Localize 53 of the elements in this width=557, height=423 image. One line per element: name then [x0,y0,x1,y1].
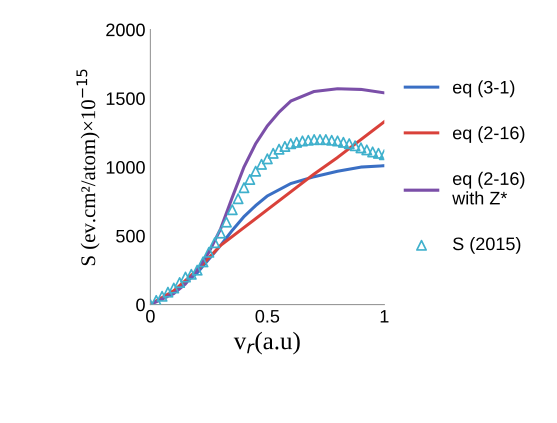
point [268,148,279,159]
point [203,246,214,258]
point [314,134,326,146]
point [174,277,186,288]
point [186,268,197,280]
point [220,216,232,228]
point [256,158,268,170]
point [302,134,314,146]
point [226,204,238,216]
point [162,286,174,298]
point [344,138,355,150]
y-tick-label: 1500 [106,92,145,106]
y-tick-label: 500 [116,230,145,243]
point [274,144,285,155]
legend-label: S (2015) [453,236,520,254]
point [215,228,226,239]
y-axis-title: S (ev.cm²/atom)×10$^{−15}$ [76,70,100,266]
point [320,134,332,146]
point [355,142,366,154]
point [244,174,256,185]
legend-label: eq (2-16) with Z* [452,172,524,204]
point [180,272,191,283]
point [332,135,344,146]
point [361,144,372,156]
point [238,182,250,194]
point [326,134,338,146]
point [296,135,308,146]
legend-label: eq (2-16) [452,126,524,143]
point [250,166,262,177]
point [367,146,378,158]
point [198,256,209,268]
y-tick-label: 1000 [106,161,145,174]
point [192,264,203,276]
point [232,193,244,204]
y-tick-label: 2000 [106,24,145,36]
legend-label: eq (3-1) [452,80,514,98]
point [209,237,220,248]
point [350,140,361,152]
x-tick-label: 1 [380,310,388,323]
x-tick-label: 0.5 [256,310,280,323]
point [150,294,162,305]
point [279,140,290,152]
point [338,136,349,148]
point [168,282,180,294]
x-tick-label: 0 [146,310,155,323]
point [372,148,384,159]
point [156,290,168,302]
point [308,134,320,146]
x-axis-title: v$_{r}$(a.u) [234,332,300,354]
y-tick-label: 0 [136,298,145,312]
point [262,153,273,164]
point [285,138,296,150]
point [291,136,302,148]
